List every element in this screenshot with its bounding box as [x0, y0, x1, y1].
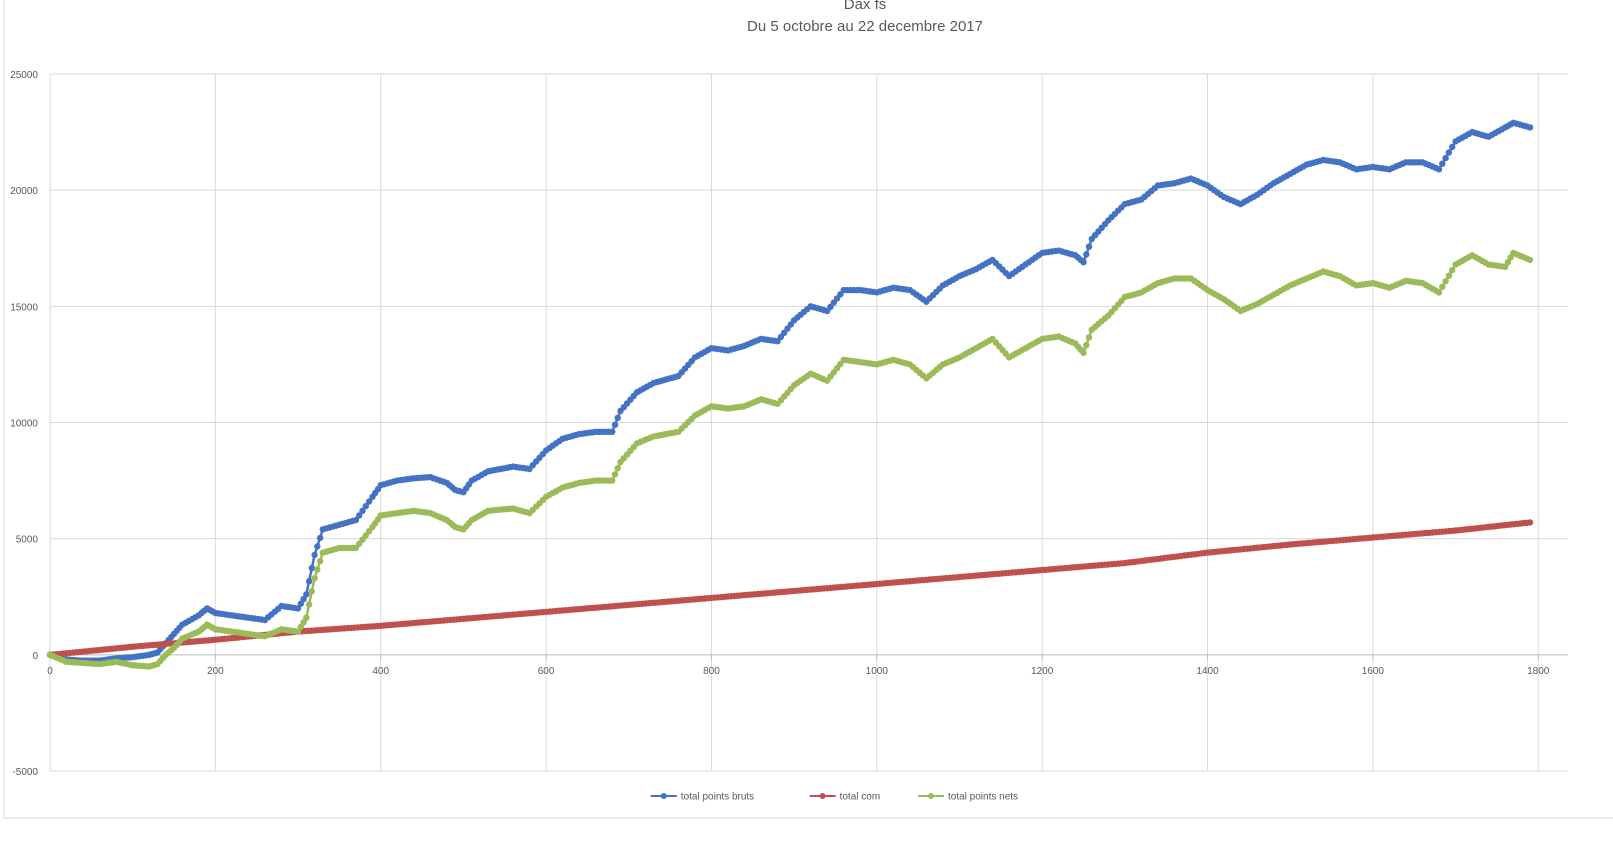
data-point: [365, 498, 373, 505]
data-point: [1504, 259, 1512, 266]
data-point: [303, 614, 310, 621]
x-tick-label: 0: [47, 666, 53, 677]
data-point: [316, 557, 324, 565]
x-tick-label: 800: [703, 666, 720, 677]
legend-label: total com: [840, 792, 881, 803]
series-3: [46, 249, 1534, 670]
x-tick-label: 1600: [1362, 666, 1385, 677]
data-point: [1442, 154, 1449, 162]
legend-swatch-marker: [928, 793, 934, 799]
data-point: [305, 578, 313, 585]
data-point: [1526, 519, 1534, 526]
data-point: [314, 543, 321, 550]
data-point: [352, 516, 360, 524]
series-1: [46, 119, 1534, 664]
data-point: [362, 502, 369, 510]
data-point: [614, 465, 621, 472]
x-tick-label: 200: [207, 666, 224, 677]
data-point: [1435, 289, 1443, 296]
data-point: [1442, 278, 1449, 285]
data-point: [316, 534, 324, 542]
axes: -5000 0 5000 10000 15000 20000 25000 0 200 400 600…: [10, 70, 1568, 778]
x-tick-label: 600: [538, 666, 555, 677]
x-tick-label: 400: [372, 666, 389, 677]
legend-label: total points bruts: [681, 792, 754, 803]
data-point: [1449, 266, 1456, 274]
y-tick-label: -5000: [12, 767, 38, 778]
data-point: [609, 477, 616, 484]
data-point: [300, 595, 307, 603]
legend-label: total points nets: [948, 792, 1018, 803]
data-point: [614, 414, 621, 422]
data-point: [1445, 149, 1453, 156]
data-point: [297, 623, 304, 631]
data-point: [294, 628, 302, 635]
legend-swatch-marker: [819, 793, 826, 799]
data-point: [611, 421, 619, 428]
data-point: [1085, 243, 1093, 250]
data-point: [359, 507, 366, 514]
data-point: [303, 591, 310, 598]
data-point: [609, 428, 616, 435]
x-tick-label: 1200: [1031, 666, 1054, 677]
data-point: [311, 551, 318, 559]
data-point: [1449, 143, 1456, 151]
data-point: [1526, 256, 1534, 264]
legend-swatch-marker: [660, 793, 667, 799]
data-point: [294, 605, 302, 612]
x-tick-label: 1400: [1196, 666, 1219, 677]
data-point: [1439, 283, 1446, 290]
legend: total points bruts total com total points …: [650, 792, 1018, 803]
data-point: [1435, 166, 1443, 173]
plot-series: [46, 119, 1534, 670]
data-point: [1083, 341, 1090, 349]
data-point: [311, 575, 318, 582]
data-point: [356, 512, 363, 519]
legend-item: total points nets: [918, 792, 1018, 803]
chart-title: Dax fs: [844, 0, 887, 13]
y-tick-label: 10000: [10, 419, 38, 430]
chart-subtitle: Du 5 octobre au 22 decembre 2017: [747, 18, 983, 35]
data-point: [611, 471, 619, 478]
data-point: [1080, 259, 1087, 266]
data-point: [305, 601, 313, 608]
y-tick-label: 5000: [16, 535, 39, 546]
legend-item: total points bruts: [650, 792, 754, 803]
legend-item: total com: [809, 792, 881, 803]
data-point: [1083, 251, 1090, 258]
y-tick-label: 20000: [10, 186, 38, 197]
data-point: [308, 564, 315, 572]
x-tick-label: 1000: [866, 666, 889, 677]
data-point: [314, 566, 321, 573]
data-point: [1526, 124, 1534, 131]
data-point: [1085, 334, 1093, 341]
data-point: [297, 600, 304, 607]
x-tick-label: 1800: [1527, 666, 1550, 677]
y-tick-label: 0: [32, 651, 38, 662]
data-point: [1445, 272, 1453, 279]
data-point: [1439, 160, 1446, 167]
y-tick-label: 25000: [10, 70, 38, 81]
data-point: [308, 588, 315, 595]
y-tick-label: 15000: [10, 302, 38, 313]
data-point: [1080, 349, 1087, 356]
